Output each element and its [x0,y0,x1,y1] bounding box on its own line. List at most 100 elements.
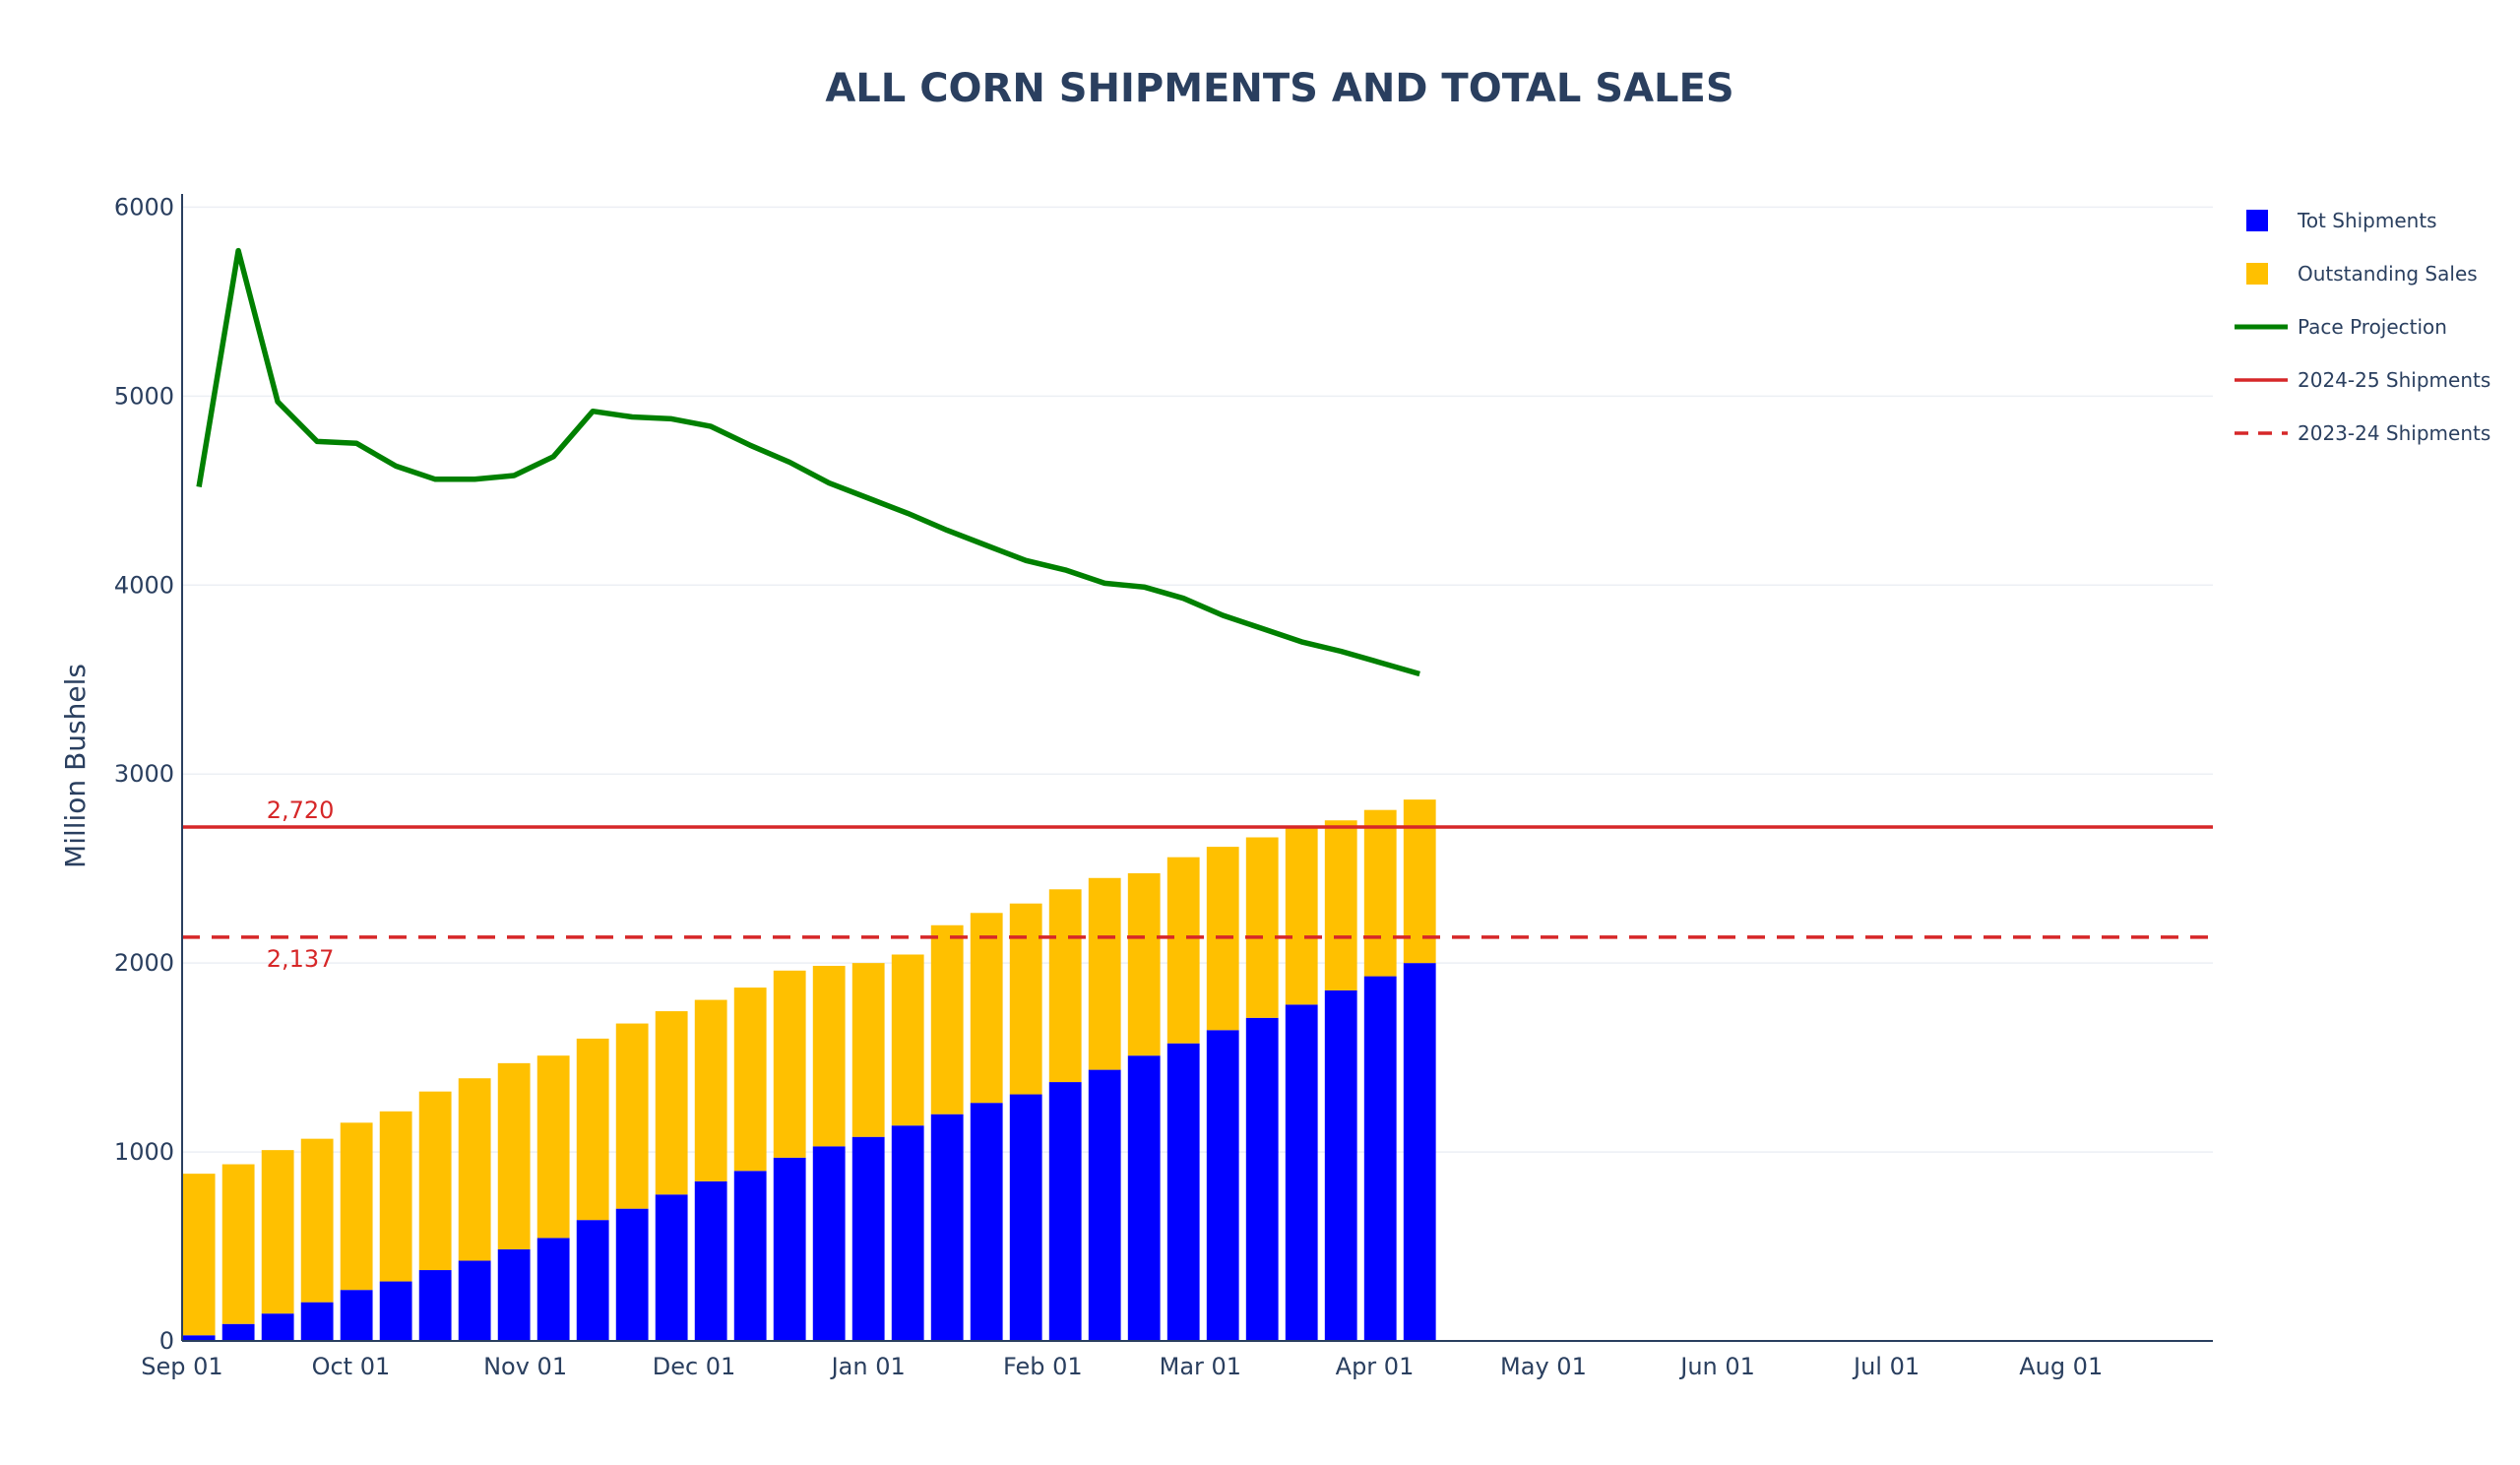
legend-label: Pace Projection [2298,315,2447,339]
y-tick-label: 5000 [114,382,174,410]
shipments-bar [970,1103,1003,1341]
reference-label-2023-24: 2,137 [267,945,335,973]
legend-swatch [2246,263,2268,285]
legend-swatch [2246,210,2268,231]
outstanding-sales-bar [1088,877,1121,1070]
outstanding-sales-bar [1324,820,1357,990]
outstanding-sales-bar [536,1055,570,1239]
outstanding-sales-bar [576,1038,609,1221]
x-tick-label: Dec 01 [653,1353,736,1380]
shipments-bar [379,1281,412,1341]
pace-projection-line [196,247,1420,677]
shipments-bar [221,1323,255,1341]
outstanding-sales-bar [773,970,806,1158]
chart-title: ALL CORN SHIPMENTS AND TOTAL SALES [825,66,1733,111]
x-tick-label: Oct 01 [312,1353,391,1380]
reference-lines-layer: 2,720 2,137 [182,796,2213,973]
shipments-bar [576,1220,609,1341]
outstanding-sales-bar [340,1122,373,1291]
shipments-bar [536,1238,570,1341]
legend: Tot Shipments Outstanding Sales Pace Proje… [2235,209,2490,445]
outstanding-sales-bar [182,1174,216,1336]
shipments-bar [615,1208,649,1341]
legend-label: 2024-25 Shipments [2298,368,2490,392]
outstanding-sales-bar [1166,857,1200,1044]
shipments-bar [812,1146,846,1341]
legend-label: 2023-24 Shipments [2298,421,2490,445]
reference-label-2024-25: 2,720 [267,796,335,824]
y-tick-label: 4000 [114,571,174,599]
outstanding-sales-bar [418,1091,452,1271]
y-tick-label: 6000 [114,193,174,221]
x-tick-label: Nov 01 [483,1353,567,1380]
x-tick-label: Aug 01 [2019,1353,2103,1380]
shipments-bar [261,1313,294,1341]
outstanding-sales-bar [300,1138,334,1303]
outstanding-sales-bar [221,1164,255,1324]
shipments-bar [1127,1055,1161,1341]
shipments-bar [1048,1082,1082,1341]
line-layer [196,247,1420,677]
legend-label: Outstanding Sales [2298,262,2478,286]
y-axis-title: Million Bushels [59,664,92,868]
outstanding-sales-bar [1285,825,1318,1005]
shipments-bar [1403,963,1436,1341]
outstanding-sales-bar [655,1011,688,1195]
outstanding-sales-bar [615,1023,649,1209]
x-tick-label: Feb 01 [1003,1353,1083,1380]
shipments-bar [694,1180,727,1341]
shipments-bar [1009,1094,1042,1341]
shipments-bar [1166,1043,1200,1341]
shipments-bar [1324,989,1357,1341]
outstanding-sales-bar [261,1150,294,1314]
outstanding-sales-bar [379,1111,412,1282]
outstanding-sales-bar [458,1078,491,1261]
axis-layer: 0 1000 2000 3000 4000 5000 6000 Sep 01 Oct 01 Nov… [114,193,2213,1380]
outstanding-sales-bar [851,963,885,1137]
y-tick-label: 3000 [114,760,174,788]
shipments-bar [773,1157,806,1341]
outstanding-sales-bar [891,954,924,1126]
outstanding-sales-bar [694,999,727,1181]
outstanding-sales-bar [1245,837,1279,1018]
shipments-bar [733,1171,767,1341]
shipments-bar [458,1260,491,1341]
grid-layer [182,206,2213,1153]
outstanding-sales-bar [1363,809,1397,977]
outstanding-sales-bar [970,913,1003,1104]
shipments-bar [1363,976,1397,1341]
outstanding-sales-bar [812,966,846,1147]
x-tick-label: Jan 01 [830,1353,906,1380]
y-tick-label: 2000 [114,949,174,977]
shipments-bar [497,1248,531,1341]
outstanding-sales-bar [1127,872,1161,1056]
shipments-bar [930,1114,964,1341]
shipments-bar [340,1290,373,1341]
shipments-bar [418,1270,452,1341]
shipments-bar [182,1335,216,1341]
shipments-bar [851,1136,885,1341]
outstanding-sales-bar [1048,889,1082,1083]
shipments-bar [1245,1017,1279,1341]
x-tick-label: Sep 01 [141,1353,222,1380]
shipments-bar [1206,1030,1239,1341]
y-tick-label: 0 [159,1327,174,1355]
x-tick-label: May 01 [1500,1353,1587,1380]
shipments-bar [655,1194,688,1341]
x-tick-label: Jul 01 [1852,1353,1920,1380]
outstanding-sales-bar [497,1062,531,1249]
shipments-bar [1285,1004,1318,1341]
outstanding-sales-bar [733,987,767,1172]
x-tick-label: Mar 01 [1160,1353,1241,1380]
legend-label: Tot Shipments [2297,209,2437,232]
shipments-bar [300,1302,334,1341]
bars-layer [182,799,1436,1341]
x-tick-label: Jun 01 [1678,1353,1755,1380]
outstanding-sales-bar [930,924,964,1115]
shipments-bar [1088,1069,1121,1341]
shipments-bar [891,1125,924,1341]
y-tick-label: 1000 [114,1138,174,1166]
x-tick-label: Apr 01 [1336,1353,1415,1380]
outstanding-sales-bar [1009,903,1042,1095]
